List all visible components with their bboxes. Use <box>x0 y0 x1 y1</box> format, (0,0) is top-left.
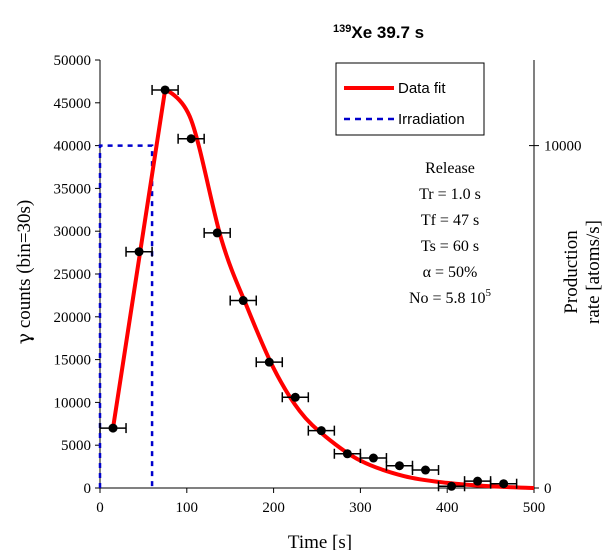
point-marker <box>342 449 352 459</box>
data-point <box>281 392 310 403</box>
point-marker <box>108 423 118 433</box>
legend-fit-label: Data fit <box>398 80 446 97</box>
y-tick-label: 50000 <box>54 53 92 69</box>
point-marker <box>264 357 274 367</box>
point-marker <box>447 481 457 491</box>
annotation-release: Release <box>425 160 475 177</box>
data-point <box>151 84 179 95</box>
tick-labels: 0 100 200 300 400 500050001000015000200002500… <box>54 53 582 516</box>
x-tick-label: 200 <box>262 500 285 516</box>
data-points <box>99 84 518 492</box>
y-tick-label: 10000 <box>54 395 92 411</box>
point-marker <box>316 426 326 436</box>
x-tick-label: 400 <box>436 500 459 516</box>
chart-title: 139Xe 39.7 s <box>333 23 424 42</box>
data-point <box>99 423 127 434</box>
y-tick-label: 45000 <box>54 96 92 112</box>
y-tick-label: 20000 <box>54 310 92 326</box>
data-point <box>385 460 414 471</box>
irradiation-line <box>98 144 154 488</box>
annotation-no-base: No = 5.8 10 <box>409 290 486 307</box>
x-axis-title: Time [s] <box>288 532 352 550</box>
irradiation-series <box>98 144 154 488</box>
release-annotation: Release Tr = 1.0 s Tf = 47 s Ts = 60 s α… <box>409 160 492 307</box>
legend-irradiation-label: Irradiation <box>398 111 465 128</box>
y-tick-label: 35000 <box>54 181 92 197</box>
data-point <box>411 465 440 476</box>
data-point <box>255 357 284 368</box>
x-tick-label: 100 <box>176 500 199 516</box>
annotation-ts: Ts = 60 s <box>421 238 479 255</box>
y2-tick-label: 10000 <box>544 139 582 155</box>
title-main: Xe 39.7 s <box>351 23 424 42</box>
data-point <box>359 453 388 464</box>
y-tick-label: 15000 <box>54 353 92 369</box>
point-marker <box>499 479 509 489</box>
data-point <box>125 246 153 257</box>
y-axis-title-rest: counts (bin=30s) <box>14 200 35 333</box>
x-tick-label: 300 <box>349 500 372 516</box>
point-marker <box>186 134 196 144</box>
legend-box <box>335 62 485 136</box>
data-point <box>203 227 231 238</box>
data-point <box>307 425 336 436</box>
data-point <box>229 295 257 306</box>
x-tick-label: 500 <box>523 500 546 516</box>
y2-tick-label: 0 <box>544 481 552 497</box>
annotation-no: No = 5.8 105 <box>409 287 492 307</box>
y-axis-title-gamma: γ <box>13 333 35 344</box>
y-tick-label: 0 <box>84 481 92 497</box>
point-marker <box>290 392 300 402</box>
point-marker <box>212 228 222 238</box>
annotation-alpha: α = 50% <box>423 264 478 281</box>
fit-curve <box>111 87 535 490</box>
point-marker <box>368 453 378 463</box>
data-point <box>177 133 205 144</box>
title-superscript: 139 <box>333 23 351 35</box>
point-marker <box>394 461 404 471</box>
y2-axis-title-line1: Production <box>561 230 582 314</box>
annotation-tr: Tr = 1.0 s <box>419 186 481 203</box>
data-point <box>489 478 518 489</box>
y-tick-label: 40000 <box>54 139 92 155</box>
annotation-tf: Tf = 47 s <box>421 212 479 229</box>
fit-series <box>111 87 535 490</box>
point-marker <box>473 476 483 486</box>
y-axis-title: γ counts (bin=30s) <box>13 200 35 345</box>
y2-axis-title-line2: rate [atoms/s] <box>583 220 604 324</box>
annotation-no-exp: 5 <box>486 287 492 299</box>
x-tick-label: 0 <box>96 500 104 516</box>
y-tick-label: 30000 <box>54 224 92 240</box>
point-marker <box>238 296 248 306</box>
point-marker <box>421 465 430 475</box>
y-tick-label: 5000 <box>61 438 91 454</box>
y-tick-label: 25000 <box>54 267 92 283</box>
legend: Data fit Irradiation <box>335 62 485 136</box>
point-marker <box>134 247 144 257</box>
point-marker <box>160 85 170 95</box>
